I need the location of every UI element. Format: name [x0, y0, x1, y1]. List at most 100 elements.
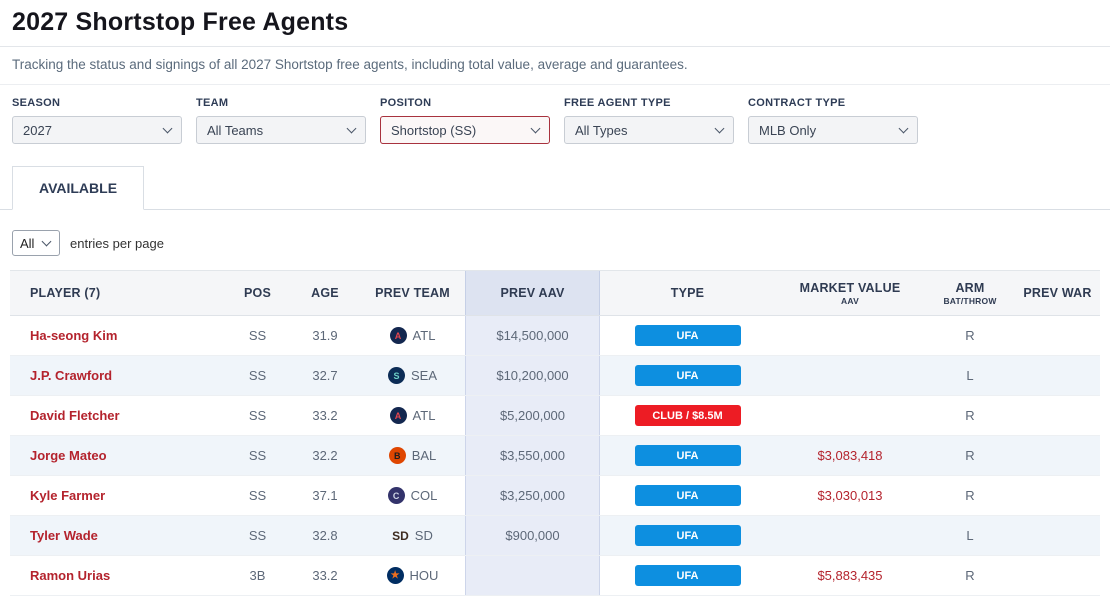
table-header-row: PLAYER (7) POS AGE PREV TEAM PREV AAV TY… [10, 270, 1100, 316]
player-age: 37.1 [312, 488, 338, 503]
fa-type-select-value: All Types [575, 122, 628, 138]
prev-war [1015, 396, 1100, 435]
team-logo-icon: SD [392, 528, 409, 543]
page-title: 2027 Shortstop Free Agents [12, 8, 349, 36]
arm-throw: L [966, 528, 974, 543]
col-header-player[interactable]: PLAYER (7) [30, 286, 101, 300]
prev-war [1015, 516, 1100, 555]
prev-team-cell: S SEA [360, 356, 465, 395]
team-logo-icon: S [387, 367, 405, 384]
col-header-type[interactable]: TYPE [670, 286, 705, 300]
col-header-prev-team[interactable]: PREV TEAM [375, 286, 450, 300]
filter-fa-type-label: FREE AGENT TYPE [564, 97, 671, 109]
position-select[interactable]: Shortstop (SS) [380, 116, 550, 144]
prev-team-cell: C COL [360, 476, 465, 515]
fa-type-badge[interactable]: UFA [634, 365, 741, 386]
player-pos: SS [248, 328, 267, 343]
tab-bar: AVAILABLE [0, 150, 1110, 210]
table-body: Ha-seong Kim SS 31.9 A ATL $14,500,000 U… [10, 316, 1100, 596]
prev-aav: $5,200,000 [465, 396, 600, 435]
table-row: Ramon Urias 3B 33.2 ★ HOU UFA $5,883,435… [10, 556, 1100, 596]
player-name-link[interactable]: Ha-seong Kim [30, 328, 118, 343]
prev-war [1015, 436, 1100, 475]
prev-team-cell: SD SD [360, 516, 465, 555]
player-age: 32.8 [312, 528, 338, 543]
col-header-market-value-sub: AAV [841, 295, 859, 306]
filter-position: POSITON Shortstop (SS) [380, 97, 550, 144]
team-logo-icon: A [389, 327, 407, 344]
team-abbr: ATL [412, 328, 436, 343]
player-age: 32.7 [312, 368, 338, 383]
col-header-arm-sub: BAT/THROW [943, 295, 997, 306]
team-select[interactable]: All Teams [196, 116, 366, 144]
fa-type-badge[interactable]: UFA [634, 445, 741, 466]
entries-per-page: All entries per page [0, 210, 1110, 268]
table-row: Tyler Wade SS 32.8 SD SD $900,000 UFA L [10, 516, 1100, 556]
player-name-link[interactable]: Jorge Mateo [30, 448, 107, 463]
filter-team: TEAM All Teams [196, 97, 366, 144]
position-select-value: Shortstop (SS) [391, 122, 477, 138]
player-name-link[interactable]: J.P. Crawford [30, 368, 113, 383]
chevron-down-icon [714, 123, 725, 134]
col-header-arm-main: ARM [955, 280, 985, 295]
col-header-market-value-main: MARKET VALUE [799, 280, 901, 295]
player-name-link[interactable]: Ramon Urias [30, 568, 111, 583]
player-name-link[interactable]: Tyler Wade [30, 528, 98, 543]
team-logo-icon: B [388, 447, 406, 464]
market-value [775, 396, 925, 435]
col-header-age[interactable]: AGE [311, 286, 339, 300]
market-value [775, 316, 925, 355]
filter-fa-type: FREE AGENT TYPE All Types [564, 97, 734, 144]
fa-type-badge[interactable]: UFA [634, 325, 741, 346]
arm-throw: R [965, 488, 975, 503]
team-abbr: SD [414, 528, 433, 543]
filter-position-label: POSITON [380, 97, 432, 109]
col-header-prev-war[interactable]: PREV WAR [1023, 286, 1092, 300]
arm-throw: R [965, 448, 975, 463]
tab-available[interactable]: AVAILABLE [12, 166, 145, 210]
col-header-arm[interactable]: ARM BAT/THROW [925, 271, 1015, 315]
col-header-market-value[interactable]: MARKET VALUE AAV [775, 271, 925, 315]
filter-contract-type-label: CONTRACT TYPE [748, 97, 846, 109]
prev-war [1015, 556, 1100, 595]
table-row: Jorge Mateo SS 32.2 B BAL $3,550,000 UFA… [10, 436, 1100, 476]
player-pos: SS [248, 368, 267, 383]
col-header-prev-aav[interactable]: PREV AAV [465, 271, 600, 315]
prev-aav: $900,000 [465, 516, 600, 555]
entries-select-value: All [20, 235, 35, 251]
player-pos: SS [248, 408, 267, 423]
chevron-down-icon [42, 236, 52, 247]
chevron-down-icon [898, 123, 909, 134]
player-age: 33.2 [312, 568, 338, 583]
fa-type-select[interactable]: All Types [564, 116, 734, 144]
fa-type-badge[interactable]: UFA [634, 485, 741, 506]
team-abbr: COL [410, 488, 438, 503]
season-select[interactable]: 2027 [12, 116, 182, 144]
entries-select[interactable]: All [12, 230, 60, 256]
filter-bar: SEASON 2027 TEAM All Teams POSITON Short… [0, 85, 1110, 150]
contract-type-select[interactable]: MLB Only [748, 116, 918, 144]
filter-team-label: TEAM [196, 97, 229, 109]
prev-team-cell: A ATL [360, 316, 465, 355]
player-pos: SS [248, 448, 267, 463]
player-name-link[interactable]: David Fletcher [30, 408, 120, 423]
prev-aav [465, 556, 600, 595]
player-pos: SS [248, 528, 267, 543]
fa-type-badge[interactable]: UFA [634, 565, 741, 586]
prev-team-cell: ★ HOU [360, 556, 465, 595]
team-logo-icon: A [389, 407, 407, 424]
prev-aav: $3,250,000 [465, 476, 600, 515]
arm-throw: R [965, 408, 975, 423]
market-value [775, 516, 925, 555]
team-select-value: All Teams [207, 122, 264, 138]
prev-war [1015, 476, 1100, 515]
fa-type-badge[interactable]: CLUB / $8.5M [634, 405, 741, 426]
filter-season: SEASON 2027 [12, 97, 182, 144]
fa-type-badge[interactable]: UFA [634, 525, 741, 546]
market-value: $5,883,435 [817, 568, 883, 583]
player-name-link[interactable]: Kyle Farmer [30, 488, 106, 503]
player-pos: 3B [249, 568, 266, 583]
page-header: 2027 Shortstop Free Agents [0, 0, 1110, 47]
col-header-pos[interactable]: POS [244, 286, 271, 300]
market-value: $3,083,418 [817, 448, 883, 463]
